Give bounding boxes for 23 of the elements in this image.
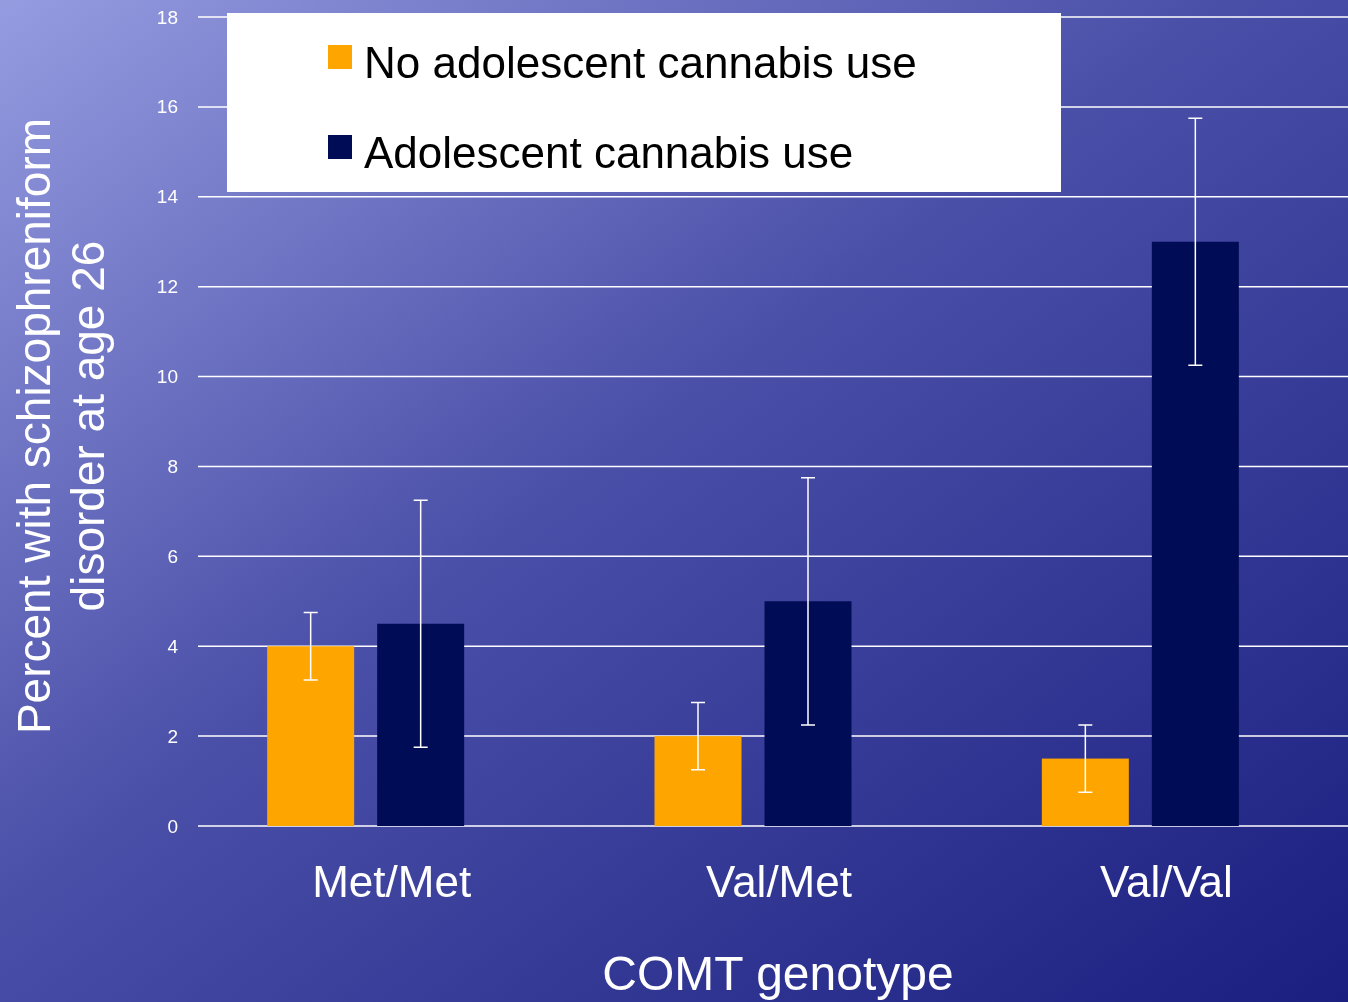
bar (654, 736, 742, 826)
bar (1041, 758, 1129, 826)
y-tick-label: 6 (167, 545, 178, 567)
y-tick-label: 14 (156, 186, 179, 208)
x-axis-title: COMT genotype (602, 947, 954, 1000)
y-tick-label: 4 (167, 635, 179, 657)
legend-label: No adolescent cannabis use (364, 38, 917, 87)
x-tick-label: Val/Met (706, 857, 852, 907)
bar (267, 646, 355, 826)
y-tick-label: 16 (156, 96, 178, 118)
y-tick-label: 10 (156, 366, 178, 388)
y-tick-label: 8 (167, 456, 178, 478)
bar (377, 623, 465, 826)
y-axis-title: Percent with schizophreniform disorder at age 26 (8, 117, 114, 735)
x-tick-label: Val/Val (1099, 857, 1233, 907)
y-tick-label: 0 (167, 815, 178, 837)
x-tick-label: Met/Met (312, 857, 472, 907)
y-tick-label: 12 (156, 276, 178, 298)
legend-label: Adolescent cannabis use (364, 128, 854, 177)
y-tick-label: 2 (167, 725, 178, 747)
bar (1151, 241, 1239, 826)
bar (764, 601, 852, 826)
y-tick-label: 18 (156, 6, 178, 28)
